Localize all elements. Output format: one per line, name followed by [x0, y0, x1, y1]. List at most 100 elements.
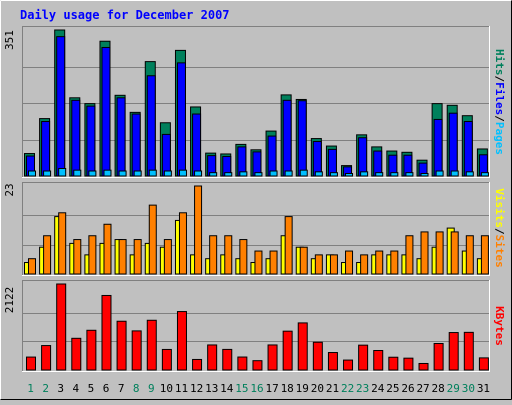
x-tick-label: 25: [386, 382, 399, 395]
kbytes-bar: [358, 344, 369, 371]
x-tick-label: 11: [175, 382, 188, 395]
legend-kbytes: KBytes: [493, 306, 506, 346]
kbytes-bar: [373, 350, 384, 371]
chart-title: Daily usage for December 2007: [20, 8, 230, 22]
files-bar: [448, 112, 458, 177]
sites-bar: [465, 235, 474, 275]
pages-bar: [480, 172, 489, 177]
legend-kbytes-label: KBytes: [493, 306, 506, 346]
kbytes-bar: [56, 283, 67, 371]
files-bar: [312, 140, 322, 177]
kbytes-bar: [176, 311, 187, 371]
x-tick-label: 13: [205, 382, 218, 395]
legend-visits-sites: Visits/Sites: [493, 188, 506, 268]
pages-bar: [239, 171, 248, 177]
x-tick-label: 30: [462, 382, 475, 395]
files-bar: [131, 113, 141, 177]
x-tick-label: 7: [118, 382, 125, 395]
kbytes-bar: [478, 357, 489, 371]
kbytes-bar: [161, 348, 172, 371]
kbytes-bar: [146, 319, 157, 371]
x-tick-label: 10: [160, 382, 173, 395]
sites-bar: [163, 239, 172, 275]
panel-visits-sites: 23 Visits/Sites: [3, 182, 506, 276]
pages-bar: [375, 172, 384, 177]
files-bar: [56, 36, 66, 177]
legend-visits-label: Visits: [493, 188, 506, 228]
files-bar: [192, 113, 202, 177]
sites-bar: [360, 254, 369, 275]
kbytes-bar: [297, 322, 308, 371]
files-bar: [116, 97, 126, 177]
pages-bar: [420, 173, 429, 177]
x-tick-label: 2: [42, 382, 49, 395]
pages-bar: [284, 170, 293, 177]
kbytes-bar: [207, 344, 218, 371]
files-bar: [101, 46, 111, 177]
pages-bar: [465, 171, 474, 177]
sites-bar: [194, 185, 203, 275]
pages-bar: [209, 172, 218, 177]
kbytes-bar: [101, 294, 112, 371]
kbytes-bar: [267, 344, 278, 371]
kbytes-bar: [116, 320, 127, 371]
legend-sep1-label: /: [493, 228, 506, 235]
sites-bar: [239, 239, 248, 275]
kbytes-bar: [463, 331, 474, 371]
kbytes-bar: [131, 330, 142, 371]
x-tick-label: 23: [356, 382, 369, 395]
x-tick-label: 26: [401, 382, 414, 395]
x-tick-label: 28: [432, 382, 445, 395]
y-max-label: 23: [3, 183, 16, 196]
pages-bar: [133, 170, 142, 177]
sites-bar: [375, 250, 384, 275]
files-bar: [146, 75, 156, 177]
kbytes-bar: [312, 341, 323, 371]
legend-sep2-label: /: [493, 76, 506, 83]
sites-bar: [133, 239, 142, 275]
pages-bar: [405, 172, 414, 177]
kbytes-bar: [41, 345, 52, 371]
x-tick-label: 6: [103, 382, 110, 395]
y-max-label: 2122: [3, 287, 16, 314]
kbytes-bar: [433, 342, 444, 371]
kbytes-bar: [448, 332, 459, 371]
x-tick-label: 27: [416, 382, 429, 395]
legend-pages-label: Pages: [493, 122, 506, 155]
pages-bar: [103, 169, 112, 177]
pages-bar: [390, 172, 399, 177]
x-tick-label: 8: [133, 382, 140, 395]
pages-bar: [360, 171, 369, 177]
pages-bar: [254, 172, 263, 177]
x-tick-label: 31: [477, 382, 490, 395]
kbytes-bar: [403, 357, 414, 371]
x-tick-label: 18: [281, 382, 294, 395]
files-bar: [297, 100, 307, 177]
sites-bar: [480, 235, 489, 275]
x-tick-label: 14: [220, 382, 234, 395]
pages-bar: [43, 170, 52, 177]
sites-bar: [390, 250, 399, 275]
files-bar: [327, 148, 337, 177]
panel-plot-area: [22, 280, 490, 372]
files-bar: [282, 99, 292, 177]
x-tick-label: 29: [447, 382, 460, 395]
files-bar: [358, 137, 368, 177]
sites-bar: [178, 212, 187, 275]
x-tick-label: 20: [311, 382, 324, 395]
x-tick-label: 17: [265, 382, 278, 395]
kbytes-bar: [71, 337, 82, 371]
x-tick-label: 21: [326, 382, 339, 395]
kbytes-bar: [237, 356, 248, 371]
sites-bar: [73, 239, 82, 275]
legend-sites-label: Sites: [493, 235, 506, 268]
pages-bar: [58, 168, 67, 177]
kbytes-bar: [327, 352, 338, 371]
pages-bar: [314, 171, 323, 177]
kbytes-bar: [192, 358, 203, 371]
sites-bar: [103, 223, 112, 275]
